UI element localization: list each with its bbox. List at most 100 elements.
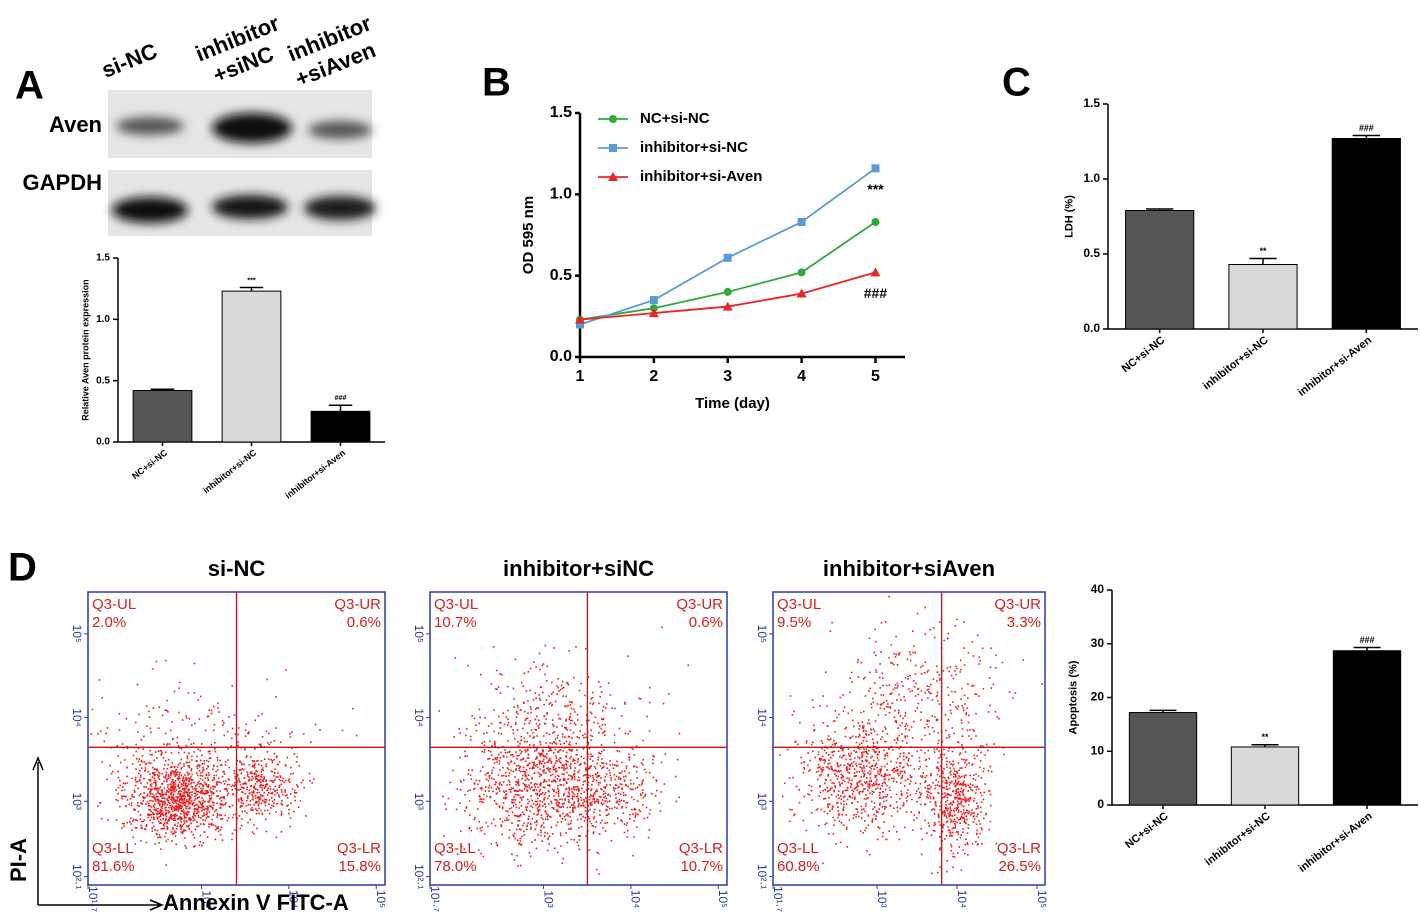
panel-label: B bbox=[482, 61, 511, 105]
x-tick-label: 10⁴ bbox=[955, 890, 969, 909]
quadrant-percent: 15.8% bbox=[338, 858, 381, 875]
significance-mark: ### bbox=[1359, 123, 1374, 133]
y-tick-label: 10⁴ bbox=[412, 708, 426, 727]
x-axis-title: Time (day) bbox=[695, 395, 770, 412]
legend-marker bbox=[608, 172, 618, 181]
quadrant-name: Q3-UR bbox=[676, 596, 723, 613]
x-tick-label: 10⁴ bbox=[287, 890, 301, 909]
y-tick-label: 10⁵ bbox=[412, 625, 426, 643]
blot-row-label: Aven bbox=[49, 112, 102, 137]
bar bbox=[1332, 650, 1402, 806]
panel-label: A bbox=[15, 64, 44, 108]
x-tick-label: NC+si-NC bbox=[1123, 810, 1171, 851]
significance-mark: ### bbox=[864, 285, 888, 301]
y-tick-label: 10²·¹ bbox=[412, 864, 426, 889]
quadrant-percent: 81.6% bbox=[92, 858, 135, 875]
y-axis-title: Apoptosis (%) bbox=[1068, 660, 1080, 734]
data-point bbox=[723, 253, 732, 262]
quadrant-percent: 10.7% bbox=[680, 858, 723, 875]
x-tick-label: 10⁵ bbox=[1035, 890, 1049, 908]
panel-label: D bbox=[8, 546, 37, 590]
y-tick-label: 10⁵ bbox=[755, 625, 769, 643]
quadrant-name: Q3-UR bbox=[334, 596, 381, 613]
significance-mark: *** bbox=[867, 181, 884, 197]
legend-marker bbox=[609, 115, 617, 123]
x-tick-label: 5 bbox=[871, 368, 880, 385]
bar bbox=[132, 389, 193, 443]
data-point bbox=[576, 320, 584, 329]
x-tick-label: inhibitor+si-Aven bbox=[1297, 810, 1375, 875]
quadrant-name: Q3-LL bbox=[434, 840, 476, 857]
quadrant-percent: 60.8% bbox=[777, 858, 820, 875]
significance-mark: ** bbox=[1260, 246, 1267, 256]
y-tick-label: 10³ bbox=[412, 793, 426, 810]
bar bbox=[1228, 264, 1298, 330]
data-point bbox=[870, 267, 881, 277]
x-tick-label: inhibitor+si-Aven bbox=[283, 448, 347, 501]
x-tick-label: 10³ bbox=[199, 890, 213, 907]
event-cloud bbox=[779, 595, 1043, 875]
y-tick-label: 20 bbox=[1091, 690, 1105, 704]
series-line bbox=[579, 167, 876, 326]
flow-panels: si-NCQ3-UL2.0%Q3-UR0.6%Q3-LL81.6%Q3-LR15… bbox=[6, 556, 1049, 915]
blot-row-label: GAPDH bbox=[23, 170, 102, 195]
y-tick-label: 0.5 bbox=[1083, 246, 1100, 260]
y-tick-label: 10⁴ bbox=[70, 708, 84, 727]
x-axis-title: Annexin V FITC-A bbox=[163, 890, 349, 915]
quadrant-percent: 26.5% bbox=[998, 858, 1041, 875]
bar bbox=[1125, 210, 1195, 330]
legend-label: NC+si-NC bbox=[640, 110, 710, 127]
quadrant-percent: 0.6% bbox=[689, 614, 723, 631]
y-tick-label: 40 bbox=[1091, 582, 1105, 596]
legend-label: inhibitor+si-Aven bbox=[640, 168, 762, 185]
x-tick-label: 10³ bbox=[875, 890, 889, 907]
y-tick-label: 10³ bbox=[755, 793, 769, 810]
significance-mark: ### bbox=[1360, 635, 1375, 645]
axis-arrow bbox=[32, 756, 44, 905]
y-tick-label: 10⁴ bbox=[755, 708, 769, 727]
x-tick-label: 10⁵ bbox=[374, 890, 388, 908]
significance-mark: ### bbox=[335, 393, 347, 402]
x-tick-label: 10⁴ bbox=[629, 890, 643, 909]
legend-label: inhibitor+si-NC bbox=[640, 139, 748, 156]
event-cloud bbox=[90, 659, 358, 866]
data-point bbox=[871, 164, 880, 173]
data-point bbox=[797, 268, 806, 277]
bar bbox=[310, 410, 371, 443]
y-tick-label: 10²·¹ bbox=[755, 864, 769, 889]
y-tick-label: 1.5 bbox=[550, 104, 572, 121]
y-tick-label: 10 bbox=[1091, 743, 1105, 757]
quadrant-name: Q3-LR bbox=[337, 840, 381, 857]
y-tick-label: 1.0 bbox=[1083, 171, 1100, 185]
x-tick-label: inhibitor+si-NC bbox=[1201, 334, 1271, 392]
quadrant-name: Q3-UL bbox=[777, 596, 821, 613]
quadrant-name: Q3-LR bbox=[679, 840, 723, 857]
y-tick-label: 0.5 bbox=[96, 375, 110, 386]
significance-mark: *** bbox=[247, 275, 256, 284]
x-tick-label: inhibitor+si-NC bbox=[201, 447, 259, 495]
panel-label: C bbox=[1002, 61, 1031, 105]
y-tick-label: 1.5 bbox=[1083, 96, 1100, 110]
x-tick-label: 10¹·⁷ bbox=[428, 886, 442, 912]
y-tick-label: 10²·¹ bbox=[70, 864, 84, 889]
flow-title: inhibitor+siAven bbox=[823, 556, 995, 581]
event-cloud bbox=[438, 626, 689, 875]
y-tick-label: 1.0 bbox=[550, 186, 572, 203]
y-tick-label: 0.0 bbox=[550, 348, 572, 365]
data-point bbox=[722, 301, 733, 311]
y-axis-title: PI-A bbox=[6, 838, 31, 882]
y-tick-label: 10³ bbox=[70, 793, 84, 810]
x-tick-label: NC+si-NC bbox=[1120, 334, 1168, 375]
axis-arrow bbox=[38, 899, 164, 911]
y-tick-label: 10⁵ bbox=[70, 625, 84, 643]
data-point bbox=[796, 288, 807, 298]
y-tick-label: 0 bbox=[1097, 797, 1104, 811]
y-tick-label: 1.5 bbox=[96, 253, 110, 264]
y-tick-label: 0.0 bbox=[96, 437, 110, 448]
x-tick-label: 10³ bbox=[541, 890, 555, 907]
data-point bbox=[723, 287, 732, 296]
plot-frame bbox=[429, 591, 728, 886]
data-point bbox=[649, 296, 658, 305]
bar bbox=[1128, 712, 1198, 806]
quadrant-percent: 78.0% bbox=[434, 858, 477, 875]
